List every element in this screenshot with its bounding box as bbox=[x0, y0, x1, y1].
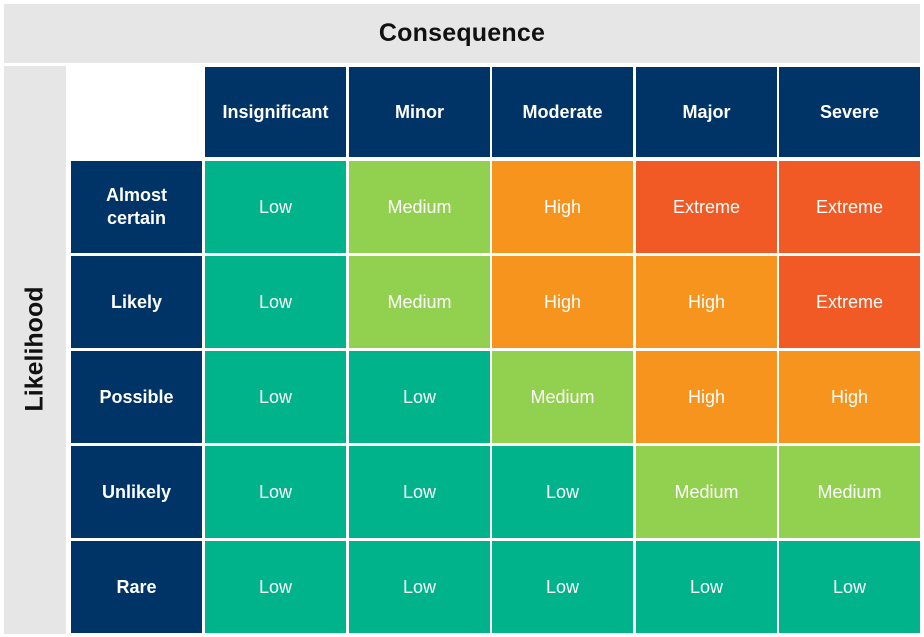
consequence-header-insignificant: Insignificant bbox=[205, 67, 346, 157]
risk-cell: Low bbox=[205, 541, 346, 633]
risk-cell: High bbox=[636, 351, 777, 443]
consequence-header-major: Major bbox=[636, 67, 777, 157]
risk-cell: Low bbox=[349, 446, 490, 538]
risk-cell: Low bbox=[349, 351, 490, 443]
risk-cell: Extreme bbox=[779, 161, 920, 253]
likelihood-row-possible: Possible bbox=[71, 351, 202, 443]
likelihood-title: Likelihood bbox=[20, 286, 49, 412]
risk-cell: Medium bbox=[349, 256, 490, 348]
consequence-header-severe: Severe bbox=[779, 67, 920, 157]
risk-cell: Low bbox=[349, 541, 490, 633]
risk-cell: High bbox=[636, 256, 777, 348]
risk-cell: Extreme bbox=[636, 161, 777, 253]
risk-cell: Low bbox=[205, 161, 346, 253]
risk-cell: High bbox=[492, 161, 633, 253]
risk-cell: Medium bbox=[492, 351, 633, 443]
risk-cell: Low bbox=[205, 446, 346, 538]
risk-cell: Medium bbox=[349, 161, 490, 253]
risk-cell: High bbox=[492, 256, 633, 348]
risk-cell: Low bbox=[636, 541, 777, 633]
consequence-header: Consequence bbox=[4, 4, 920, 63]
risk-cell: Low bbox=[205, 256, 346, 348]
consequence-title: Consequence bbox=[378, 19, 546, 47]
risk-cell: Low bbox=[779, 541, 920, 633]
risk-cell: Medium bbox=[779, 446, 920, 538]
risk-cell: Medium bbox=[636, 446, 777, 538]
likelihood-row-unlikely: Unlikely bbox=[71, 446, 202, 538]
risk-cell: Low bbox=[492, 541, 633, 633]
likelihood-row-likely: Likely bbox=[71, 256, 202, 348]
risk-cell: Low bbox=[492, 446, 633, 538]
risk-cell: Low bbox=[205, 351, 346, 443]
consequence-header-moderate: Moderate bbox=[492, 67, 633, 157]
risk-cell: High bbox=[779, 351, 920, 443]
likelihood-row-almost-certain: Almost certain bbox=[71, 161, 202, 253]
risk-cell: Extreme bbox=[779, 256, 920, 348]
likelihood-row-rare: Rare bbox=[71, 541, 202, 633]
likelihood-header: Likelihood bbox=[4, 66, 66, 634]
consequence-header-minor: Minor bbox=[349, 67, 490, 157]
